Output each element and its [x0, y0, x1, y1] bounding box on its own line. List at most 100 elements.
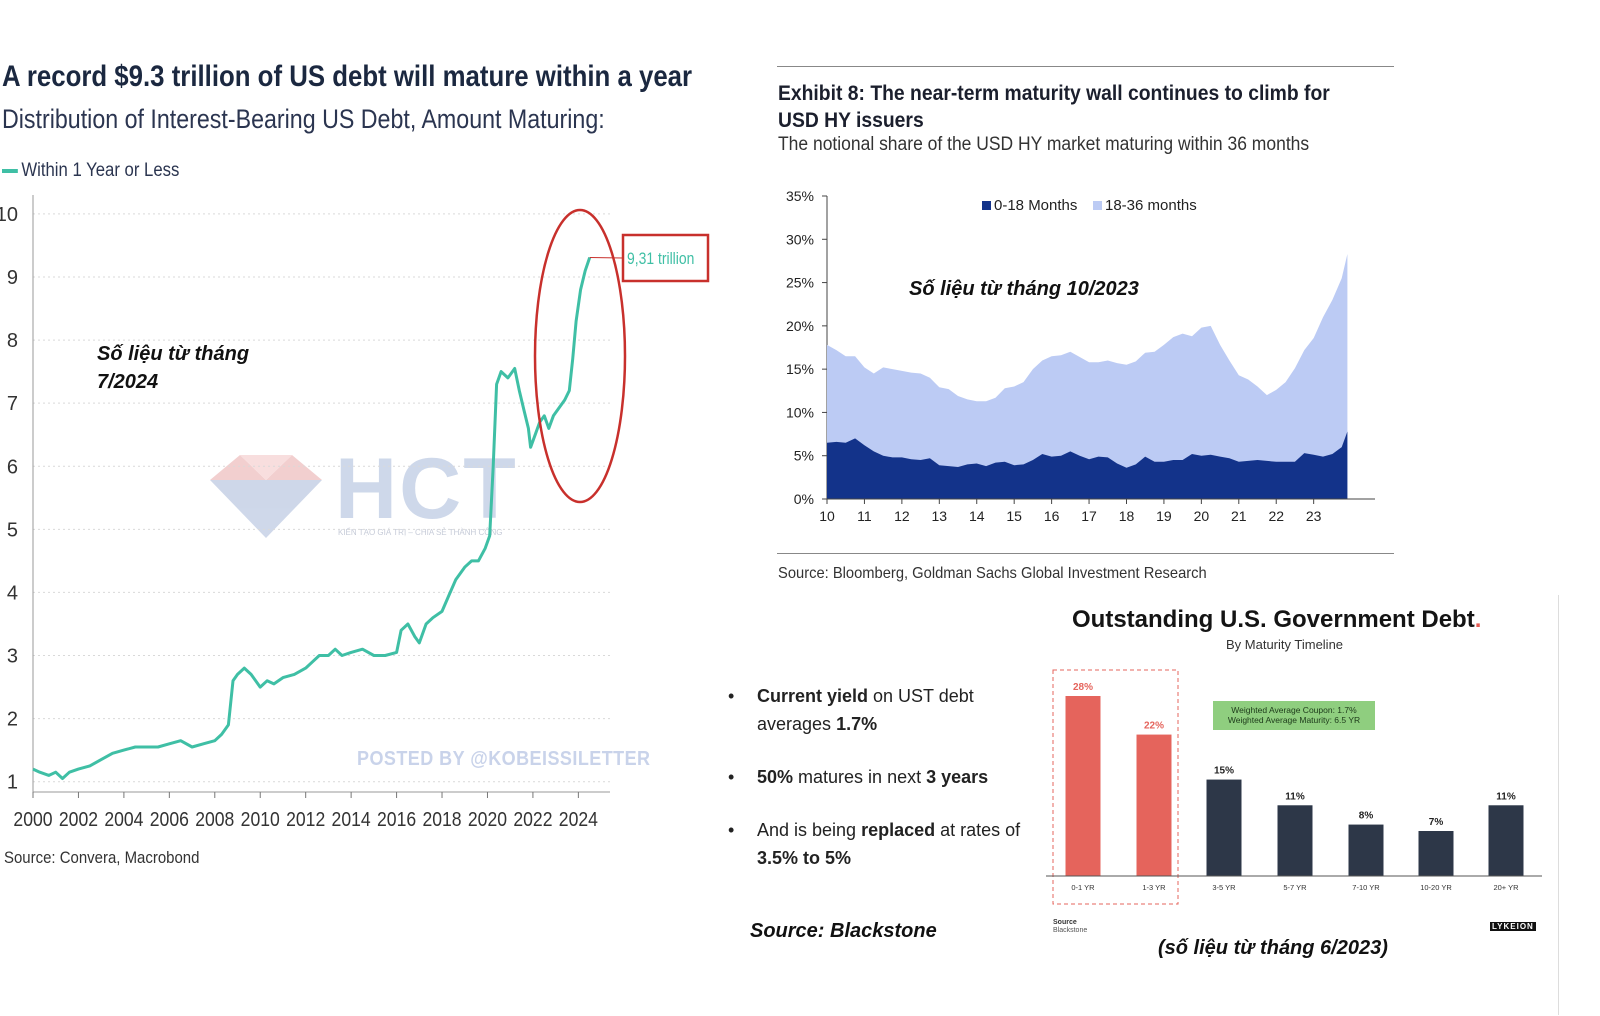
- bar-value-label: 11%: [1285, 791, 1305, 802]
- y-tick-label: 2: [7, 709, 18, 731]
- bullet-bold: 50%: [757, 767, 794, 787]
- chart3-source-value: Blackstone: [1053, 927, 1088, 934]
- y-tick-label: 5: [7, 519, 18, 541]
- highlight-ellipse: [533, 208, 627, 504]
- x-tick-label: 18: [1119, 508, 1135, 524]
- x-tick-label: 22: [1268, 508, 1284, 524]
- x-tick-label: 23: [1306, 508, 1322, 524]
- bar-category-label: 20+ YR: [1493, 883, 1519, 892]
- callout-leader: [589, 256, 624, 259]
- bar-category-label: 3-5 YR: [1212, 883, 1236, 892]
- bar-7-10-yr: [1348, 824, 1384, 876]
- right-edge-divider: [1558, 595, 1559, 1015]
- x-tick-label: 2020: [468, 808, 507, 830]
- bar-category-label: 5-7 YR: [1283, 883, 1307, 892]
- legend-swatch-light: [1093, 201, 1102, 210]
- posted-by-watermark: POSTED BY @KOBEISSILETTER: [357, 748, 651, 770]
- legend-swatch-dark: [982, 201, 991, 210]
- x-tick-label: 2000: [13, 808, 52, 830]
- x-tick-label: 17: [1081, 508, 1097, 524]
- chart3-source-label: Source: [1053, 919, 1077, 926]
- bar-value-label: 8%: [1359, 811, 1374, 822]
- bar-10-20-yr: [1418, 831, 1454, 876]
- bullet-text: on UST debt averages: [757, 686, 974, 734]
- wac-line-1: Weighted Average Coupon: 1.7%: [1231, 705, 1357, 715]
- y-tick-label: 3: [7, 646, 18, 668]
- bar-value-label: 22%: [1144, 721, 1164, 732]
- bar-5-7-yr: [1277, 805, 1313, 876]
- x-tick-label: 16: [1044, 508, 1060, 524]
- x-tick-label: 2008: [195, 808, 234, 830]
- x-tick-label: 20: [1194, 508, 1210, 524]
- y-tick-label: 5%: [794, 448, 814, 464]
- chart2-source: Source: Bloomberg, Goldman Sachs Global …: [778, 565, 1207, 582]
- chart1-title: A record $9.3 trillion of US debt will m…: [2, 60, 693, 93]
- x-tick-label: 13: [932, 508, 948, 524]
- note-line-1: Số liệu từ tháng: [97, 343, 250, 365]
- x-tick-label: 11: [857, 508, 872, 524]
- x-tick-label: 2016: [377, 808, 416, 830]
- wac-line-2: Weighted Average Maturity: 6.5 YR: [1227, 715, 1361, 725]
- bullet-bold: replaced: [861, 820, 936, 840]
- bar-20+-yr: [1488, 805, 1524, 876]
- y-tick-label: 6: [7, 456, 18, 478]
- bar-category-label: 1-3 YR: [1142, 883, 1166, 892]
- highlight-dashed-box: [1052, 669, 1179, 905]
- bullet-bold: Current yield: [757, 686, 869, 706]
- callout-label: 9,31 trillion: [627, 250, 694, 269]
- y-tick-label: 35%: [786, 188, 814, 204]
- y-tick-label: 4: [7, 582, 18, 604]
- x-tick-label: 2006: [150, 808, 189, 830]
- x-tick-label: 21: [1231, 508, 1247, 524]
- weighted-average-box: Weighted Average Coupon: 1.7% Weighted A…: [1213, 701, 1375, 730]
- bullets-source: Source: Blackstone: [750, 920, 937, 942]
- chart1-source: Source: Convera, Macrobond: [4, 848, 200, 867]
- bar-3-5-yr: [1206, 779, 1242, 876]
- area-0-18-months: [827, 431, 1348, 499]
- y-tick-label: 10%: [786, 404, 814, 420]
- key-points-list: Current yield on UST debt averages 1.7% …: [728, 682, 1038, 897]
- bullet-bold: 3 years: [926, 767, 989, 787]
- x-tick-label: 2024: [559, 808, 598, 830]
- x-tick-label: 2014: [332, 808, 371, 830]
- x-tick-label: 2018: [422, 808, 461, 830]
- bullet-text: And is being: [757, 820, 862, 840]
- x-tick-label: 2002: [59, 808, 98, 830]
- bar-1-3-yr: [1136, 734, 1172, 876]
- bullet-text: matures in next: [793, 767, 927, 787]
- legend-swatch-teal: [2, 169, 18, 173]
- chart1-subtitle: Distribution of Interest-Bearing US Debt…: [2, 104, 605, 134]
- y-tick-label: 30%: [786, 231, 814, 247]
- watermark-text: HCT: [335, 441, 518, 537]
- y-tick-label: 0%: [794, 491, 814, 507]
- chart3-title: Outstanding U.S. Government Debt.: [1072, 606, 1481, 634]
- title-text: Outstanding U.S. Government Debt: [1072, 606, 1475, 633]
- chart2-subtitle: The notional share of the USD HY market …: [778, 134, 1310, 155]
- bullet-text: at rates of: [935, 820, 1021, 840]
- bullet-bold: 3.5% to 5%: [757, 848, 852, 868]
- lykeion-logo: LYKEION: [1490, 922, 1536, 931]
- note-line-2: 7/2024: [97, 371, 159, 393]
- y-tick-label: 1: [7, 772, 18, 794]
- x-tick-label: 19: [1156, 508, 1172, 524]
- bar-value-label: 15%: [1214, 766, 1234, 777]
- area-18-36-months: [827, 254, 1348, 499]
- y-tick-label: 10: [0, 204, 18, 226]
- y-tick-label: 20%: [786, 318, 814, 334]
- y-tick-label: 15%: [786, 361, 814, 377]
- chart3-subtitle: By Maturity Timeline: [1226, 637, 1344, 652]
- y-tick-label: 9: [7, 267, 18, 289]
- chart3-date-note: (số liệu từ tháng 6/2023): [1158, 937, 1388, 959]
- chart1-date-note: Số liệu từ tháng 7/2024: [97, 340, 249, 396]
- x-tick-label: 2004: [104, 808, 143, 830]
- chart2-legend-item-dark: 0-18 Months: [982, 197, 1077, 214]
- bar-category-label: 10-20 YR: [1420, 883, 1452, 892]
- hct-logo-icon: [210, 455, 322, 538]
- x-tick-label: 2022: [513, 808, 552, 830]
- x-tick-label: 2010: [241, 808, 280, 830]
- bar-0-1-yr: [1065, 696, 1101, 876]
- legend-label: Within 1 Year or Less: [21, 160, 180, 181]
- legend-label: 0-18 Months: [994, 197, 1078, 214]
